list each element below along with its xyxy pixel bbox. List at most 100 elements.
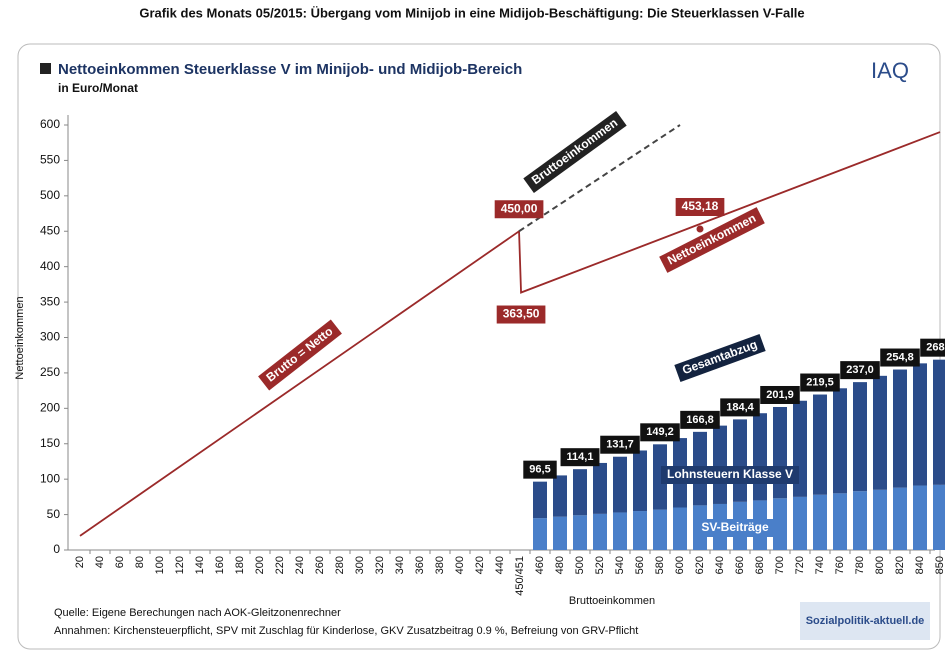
x-tick-label: 260 bbox=[314, 556, 326, 574]
total-label-box bbox=[640, 423, 680, 442]
line bbox=[518, 124, 681, 233]
annotation-text: SV-Beiträge bbox=[701, 520, 769, 534]
annotation-box bbox=[659, 207, 765, 273]
total-label: 114,1 bbox=[560, 448, 600, 467]
y-tick-label: 600 bbox=[40, 117, 60, 131]
x-tick-label: 720 bbox=[794, 556, 806, 574]
y-tick-label: 550 bbox=[40, 153, 60, 167]
x-tick-label: 450/451 bbox=[514, 556, 526, 596]
x-tick-label: 420 bbox=[474, 556, 486, 574]
annotation-box bbox=[695, 519, 775, 537]
x-tick-label: 460 bbox=[534, 556, 546, 574]
x-tick-label: 580 bbox=[654, 556, 666, 574]
x-tick-label: 240 bbox=[294, 556, 306, 574]
total-label: 254,8 bbox=[880, 348, 920, 367]
point-label-text: 363,50 bbox=[503, 307, 540, 321]
bar-segment bbox=[653, 509, 667, 550]
bar-segment bbox=[773, 406, 787, 499]
bar-segment bbox=[913, 485, 927, 550]
bar-segment bbox=[753, 413, 767, 501]
x-tick-label: 80 bbox=[134, 556, 146, 568]
bar-segment bbox=[793, 496, 807, 550]
point-label-box bbox=[675, 197, 725, 216]
x-tick-label: 540 bbox=[614, 556, 626, 574]
total-label: 219,5 bbox=[800, 373, 840, 392]
logo2: Sozialpolitik-aktuell.de bbox=[806, 615, 925, 627]
x-tick-label: 120 bbox=[174, 556, 186, 574]
x-tick-label: 700 bbox=[774, 556, 786, 574]
bar-segment bbox=[733, 419, 747, 502]
bar-segment bbox=[673, 507, 687, 550]
point-label: 453,18 bbox=[675, 197, 725, 216]
x-tick-label: 820 bbox=[894, 556, 906, 574]
bar-segment bbox=[813, 494, 827, 550]
point bbox=[696, 225, 704, 233]
x-tick-label: 660 bbox=[734, 556, 746, 574]
total-label-box bbox=[600, 435, 640, 454]
total-label-text: 131,7 bbox=[606, 439, 634, 451]
total-label: 149,2 bbox=[640, 423, 680, 442]
bar-segment bbox=[713, 425, 727, 504]
y-tick-label: 250 bbox=[40, 365, 60, 379]
bar-segment bbox=[853, 491, 867, 550]
bar-segment bbox=[593, 513, 607, 550]
x-tick-label: 760 bbox=[834, 556, 846, 574]
annotation-box bbox=[660, 466, 800, 484]
x-tick-label: 620 bbox=[694, 556, 706, 574]
total-label-box bbox=[880, 348, 920, 367]
bar-segment bbox=[553, 475, 567, 517]
bar-segment bbox=[813, 394, 827, 495]
x-tick-label: 320 bbox=[374, 556, 386, 574]
x-tick-label: 340 bbox=[394, 556, 406, 574]
bar-segment bbox=[533, 518, 547, 550]
x-tick-label: 680 bbox=[754, 556, 766, 574]
bar-segment bbox=[653, 444, 667, 510]
y-tick-label: 0 bbox=[53, 542, 60, 556]
x-tick-label: 800 bbox=[874, 556, 886, 574]
bar-segment bbox=[533, 481, 547, 519]
logo: IAQ bbox=[871, 58, 909, 83]
x-tick-label: 220 bbox=[274, 556, 286, 574]
total-label-text: 96,5 bbox=[529, 464, 550, 476]
point-label-text: 453,18 bbox=[682, 199, 719, 213]
bar-segment bbox=[613, 512, 627, 550]
total-label-box bbox=[560, 448, 600, 467]
footnote: Annahmen: Kirchensteuerpflicht, SPV mit … bbox=[54, 625, 638, 637]
annotation-box bbox=[674, 334, 766, 382]
total-label-text: 184,4 bbox=[726, 401, 754, 413]
point-label-text: 450,00 bbox=[501, 201, 538, 215]
total-label-text: 237,0 bbox=[846, 364, 874, 376]
bar-segment bbox=[873, 489, 887, 550]
logo2-box bbox=[800, 602, 930, 640]
point-label-box bbox=[496, 305, 546, 324]
x-tick-label: 280 bbox=[334, 556, 346, 574]
bar-segment bbox=[853, 382, 867, 492]
total-label-box bbox=[680, 410, 720, 429]
x-tick-label: 360 bbox=[414, 556, 426, 574]
total-label: 166,8 bbox=[680, 410, 720, 429]
x-tick-label: 60 bbox=[114, 556, 126, 568]
bar-segment bbox=[633, 511, 647, 550]
total-label-box bbox=[840, 361, 880, 380]
x-tick-label: 850 bbox=[934, 556, 945, 574]
total-label: 96,5 bbox=[523, 460, 557, 479]
annotation-box bbox=[258, 319, 342, 391]
x-tick-label: 560 bbox=[634, 556, 646, 574]
bar-segment bbox=[933, 359, 945, 485]
annotation-text: Lohnsteuern Klasse V bbox=[667, 467, 793, 481]
y-tick-label: 100 bbox=[40, 471, 60, 485]
total-label-text: 149,2 bbox=[646, 426, 674, 438]
page-title: Grafik des Monats 05/2015: Übergang vom … bbox=[139, 5, 804, 20]
line bbox=[79, 131, 941, 537]
total-label-box bbox=[720, 398, 760, 417]
x-tick-label: 480 bbox=[554, 556, 566, 574]
y-tick-label: 50 bbox=[47, 507, 61, 521]
bar-segment bbox=[833, 493, 847, 550]
chart-title: Nettoeinkommen Steuerklasse V im Minijob… bbox=[58, 61, 522, 78]
x-tick-label: 780 bbox=[854, 556, 866, 574]
x-tick-label: 440 bbox=[494, 556, 506, 574]
x-tick-label: 600 bbox=[674, 556, 686, 574]
x-tick-label: 200 bbox=[254, 556, 266, 574]
x-tick-label: 500 bbox=[574, 556, 586, 574]
